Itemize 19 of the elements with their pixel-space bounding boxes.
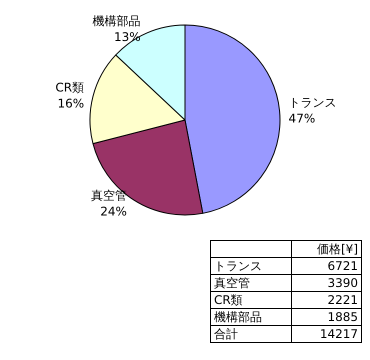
category-label: CR類 [210, 292, 292, 308]
data-label: 16% [57, 96, 84, 110]
category-label: 機構部品 [210, 308, 292, 326]
data-label: 13% [114, 30, 141, 44]
data-label: 47% [288, 112, 316, 126]
data-label: 6721 [291, 258, 362, 274]
slice-label: CR類 [55, 80, 84, 94]
text: 14217 [320, 327, 358, 341]
data-label: 3390 [291, 274, 362, 292]
data-label: 2221 [291, 292, 362, 308]
text: 合計 [210, 326, 292, 342]
data-label: 24% [100, 204, 127, 219]
slice-label: トランス [288, 96, 337, 110]
category-label: 真空管 [210, 274, 292, 292]
category-label: トランス [210, 258, 292, 274]
slice-label: 真空管 [90, 188, 127, 203]
slice-label: 機構部品 [92, 14, 141, 28]
text: 価格[¥] [291, 240, 362, 258]
data-label: 1885 [291, 308, 362, 326]
